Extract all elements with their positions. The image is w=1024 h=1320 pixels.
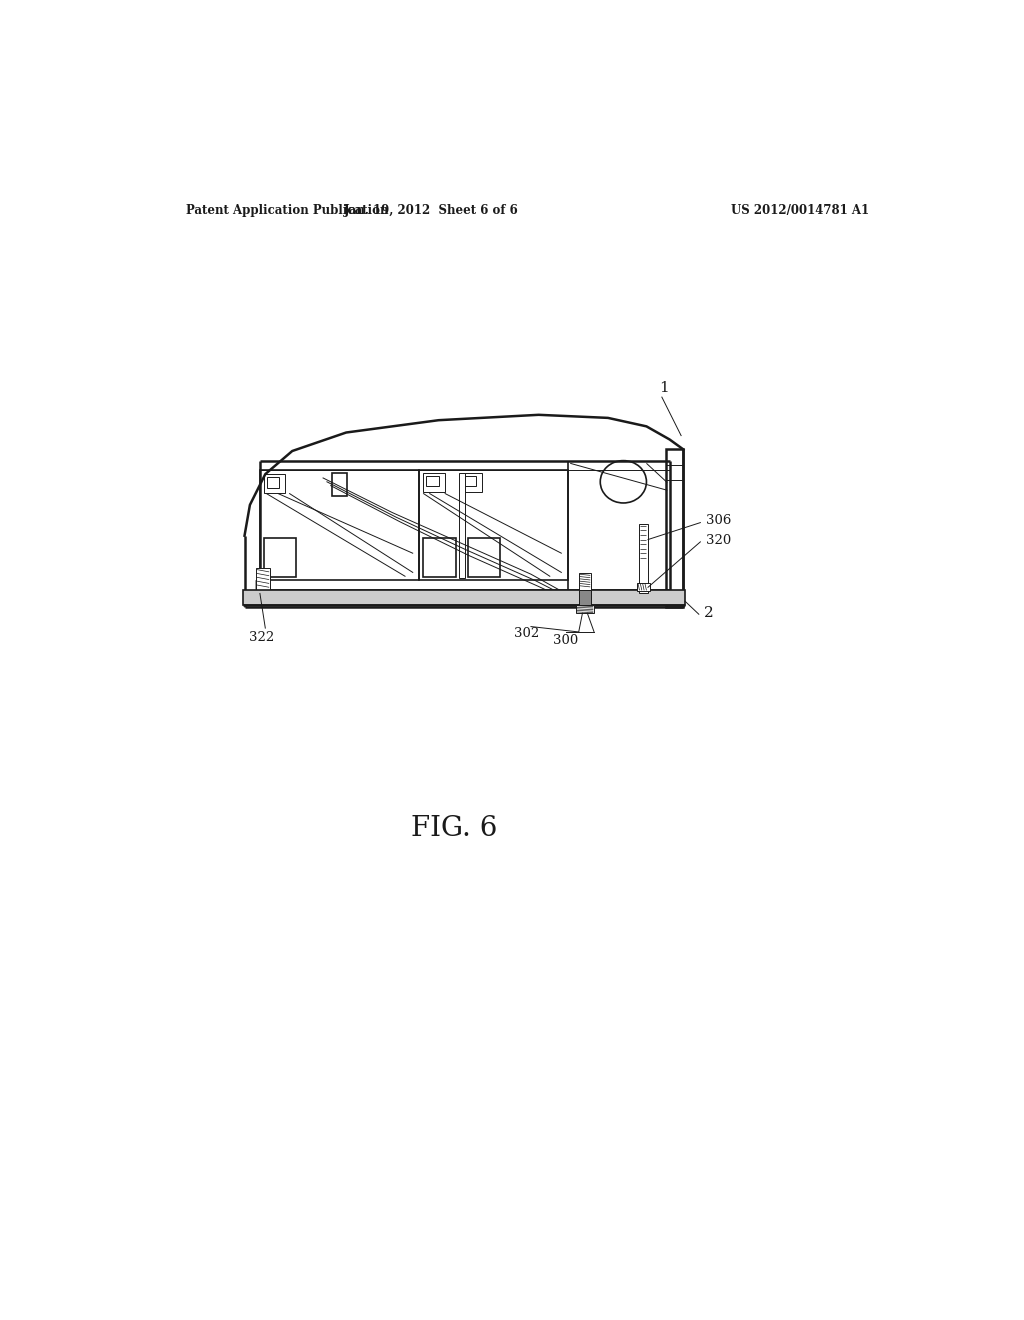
Bar: [423, 539, 456, 577]
Bar: [264, 539, 296, 577]
Bar: [243, 590, 685, 605]
Bar: [419, 470, 568, 581]
Bar: [463, 475, 475, 487]
Bar: [575, 605, 594, 612]
Bar: [667, 450, 683, 607]
Bar: [264, 474, 286, 494]
Bar: [426, 475, 438, 487]
Bar: [460, 473, 481, 492]
Bar: [468, 539, 500, 577]
Bar: [579, 590, 591, 605]
Text: 306: 306: [706, 513, 731, 527]
Bar: [639, 524, 648, 594]
Bar: [459, 473, 465, 578]
Bar: [267, 478, 280, 488]
Bar: [423, 473, 444, 492]
Text: 322: 322: [249, 631, 274, 644]
Bar: [579, 573, 591, 590]
Text: FIG. 6: FIG. 6: [411, 814, 497, 842]
Text: 300: 300: [553, 634, 579, 647]
Text: Jan. 19, 2012  Sheet 6 of 6: Jan. 19, 2012 Sheet 6 of 6: [343, 205, 518, 218]
Text: 1: 1: [659, 381, 669, 395]
Text: Patent Application Publication: Patent Application Publication: [186, 205, 388, 218]
Bar: [332, 473, 347, 496]
Bar: [260, 470, 419, 581]
Text: US 2012/0014781 A1: US 2012/0014781 A1: [731, 205, 869, 218]
Text: 320: 320: [706, 533, 731, 546]
Text: 2: 2: [703, 606, 713, 619]
Bar: [256, 568, 270, 590]
Text: 302: 302: [514, 627, 540, 640]
Polygon shape: [256, 581, 270, 590]
Bar: [637, 583, 649, 591]
